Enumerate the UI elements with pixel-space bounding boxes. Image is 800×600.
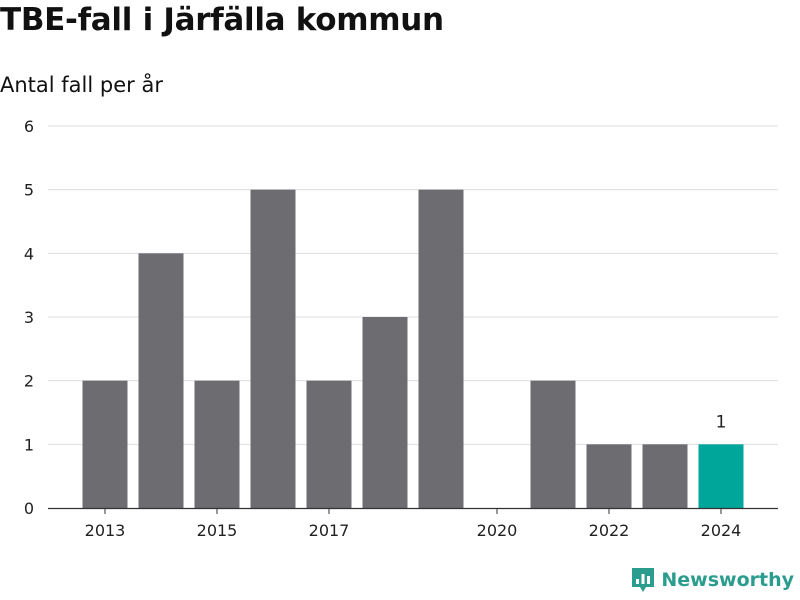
chart-subtitle: Antal fall per år — [0, 73, 163, 97]
y-tick-label: 1 — [24, 435, 34, 454]
bar-2013 — [82, 380, 128, 508]
x-tick-label: 2015 — [197, 521, 238, 540]
y-tick-label: 0 — [24, 499, 34, 518]
x-tick-label: 2020 — [477, 521, 518, 540]
chart-title: TBE-fall i Järfälla kommun — [0, 2, 444, 38]
bar-2021 — [530, 380, 576, 508]
bar-2015 — [194, 380, 240, 508]
y-tick-label: 2 — [24, 372, 34, 391]
bar-2023 — [642, 444, 688, 508]
bar-2024 — [698, 444, 744, 508]
x-tick-label: 2024 — [701, 521, 742, 540]
bar-2016 — [250, 189, 296, 508]
y-tick-label: 5 — [24, 181, 34, 200]
x-tick-label: 2022 — [589, 521, 630, 540]
y-tick-label: 6 — [24, 117, 34, 136]
bar-2022 — [586, 444, 632, 508]
y-tick-label: 4 — [24, 244, 34, 263]
bar-2018 — [362, 317, 408, 508]
bar-2017 — [306, 380, 352, 508]
x-tick-label: 2013 — [85, 521, 126, 540]
brand-name: Newsworthy — [661, 569, 794, 591]
bar-2014 — [138, 253, 184, 508]
data-label-2024: 1 — [716, 412, 727, 432]
y-tick-label: 3 — [24, 308, 34, 327]
brand: Newsworthy — [630, 565, 794, 595]
x-tick-label: 2017 — [309, 521, 350, 540]
bar-chart-pin-logo-icon — [632, 568, 655, 592]
bar-2019 — [418, 189, 464, 508]
